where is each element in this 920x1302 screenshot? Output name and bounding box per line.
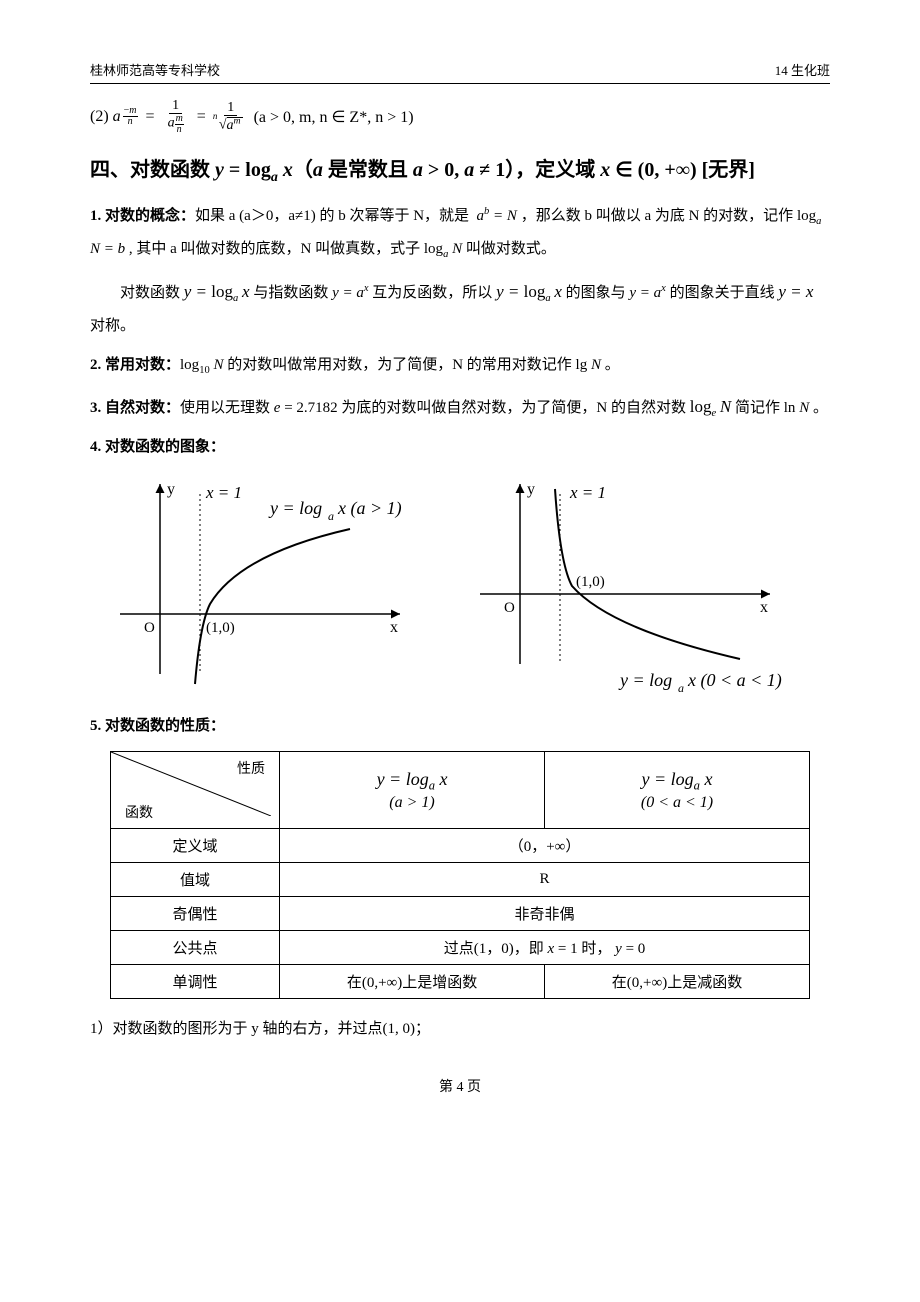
svg-text:x: x bbox=[390, 619, 398, 636]
eq2: = bbox=[197, 108, 206, 126]
svg-text:(1,0): (1,0) bbox=[576, 574, 605, 590]
row-mono-label: 单调性 bbox=[111, 965, 280, 999]
svg-text:x: x bbox=[760, 599, 768, 616]
header-right: 14 生化班 bbox=[775, 60, 830, 79]
p4-body: 使用以无理数 e = 2.7182 为底的对数叫做自然对数，为了简便，N 的自然… bbox=[180, 400, 828, 416]
frac1-den: amn bbox=[165, 114, 187, 135]
note-1: 1）对数函数的图形为于 y 轴的右方，并过点(1, 0)； bbox=[90, 1013, 830, 1046]
frac2-den: n √am bbox=[216, 116, 246, 133]
page-header: 桂林师范高等专科学校 14 生化班 bbox=[90, 60, 830, 84]
graphs-row: y x O (1,0) x = 1 y = log a x (a > 1) y … bbox=[90, 474, 830, 704]
svg-text:y = log: y = log bbox=[618, 670, 672, 690]
para-4: 3. 自然对数：使用以无理数 e = 2.7182 为底的对数叫做自然对数，为了… bbox=[90, 388, 830, 425]
svg-text:x (a > 1): x (a > 1) bbox=[337, 498, 402, 519]
p1-label: 1. 对数的概念： bbox=[90, 208, 195, 224]
log-graph-a-lt-1: y x O (1,0) x = 1 y = log a x (0 < a < 1… bbox=[460, 474, 820, 704]
p4-label: 3. 自然对数： bbox=[90, 400, 180, 416]
properties-table: 性质 函数 y = loga x (a > 1) y = loga x (0 <… bbox=[110, 751, 810, 999]
formula-neg-exp: −mn bbox=[123, 106, 138, 127]
row-parity-label: 奇偶性 bbox=[111, 897, 280, 931]
para-2: 对数函数 y = loga x 与指数函数 y = ax 互为反函数，所以 y … bbox=[90, 273, 830, 343]
row-mono-v2: 在(0,+∞)上是减函数 bbox=[545, 965, 810, 999]
row-domain-label: 定义域 bbox=[111, 829, 280, 863]
diag-bot: 函数 bbox=[125, 802, 153, 822]
svg-text:x = 1: x = 1 bbox=[205, 483, 242, 502]
frac1: 1 amn bbox=[165, 98, 187, 135]
para-1: 1. 对数的概念：如果 a (a＞0，a≠1) 的 b 次幂等于 N，就是 ab… bbox=[90, 200, 830, 266]
frac2-num: 1 bbox=[224, 100, 237, 116]
svg-text:O: O bbox=[144, 620, 155, 636]
row-common-value: 过点(1，0)，即 x = 1 时， y = 0 bbox=[280, 931, 810, 965]
section-4-title: 四、对数函数 y = loga x（a 是常数且 a > 0, a ≠ 1），定… bbox=[90, 153, 830, 186]
para-6: 5. 对数函数的性质： bbox=[90, 710, 830, 743]
svg-text:a: a bbox=[328, 509, 334, 523]
svg-text:a: a bbox=[678, 681, 684, 695]
svg-text:(1,0): (1,0) bbox=[206, 620, 235, 636]
formula-prefix: (2) bbox=[90, 108, 109, 126]
row-common-label: 公共点 bbox=[111, 931, 280, 965]
formula-a1: a bbox=[113, 108, 121, 126]
para-5: 4. 对数函数的图象： bbox=[90, 431, 830, 464]
svg-text:x (0 < a < 1): x (0 < a < 1) bbox=[687, 670, 782, 691]
svg-text:y: y bbox=[527, 481, 535, 498]
row-parity-value: 非奇非偶 bbox=[280, 897, 810, 931]
formula-2: (2) a −mn = 1 amn = 1 n √am (a > 0, m, n… bbox=[90, 98, 830, 135]
p3-label: 2. 常用对数： bbox=[90, 357, 180, 373]
log-graph-a-gt-1: y x O (1,0) x = 1 y = log a x (a > 1) bbox=[100, 474, 440, 694]
eq1: = bbox=[146, 108, 155, 126]
col2-header: y = loga x (0 < a < 1) bbox=[545, 752, 810, 829]
svg-text:y = log: y = log bbox=[268, 498, 322, 518]
svg-text:x = 1: x = 1 bbox=[569, 483, 606, 502]
frac2: 1 n √am bbox=[216, 100, 246, 133]
formula-cond: (a > 0, m, n ∈ Z*, n > 1) bbox=[254, 107, 414, 127]
header-left: 桂林师范高等专科学校 bbox=[90, 60, 220, 79]
page-footer: 第 4 页 bbox=[90, 1076, 830, 1096]
row-mono-v1: 在(0,+∞)上是增函数 bbox=[280, 965, 545, 999]
svg-text:O: O bbox=[504, 600, 515, 616]
row-range-label: 值域 bbox=[111, 863, 280, 897]
svg-text:y: y bbox=[167, 481, 175, 498]
p1-body: 如果 a (a＞0，a≠1) 的 b 次幂等于 N，就是 ab = N ，那么数… bbox=[90, 208, 821, 257]
frac1-num: 1 bbox=[169, 98, 182, 114]
row-range-value: R bbox=[280, 863, 810, 897]
diag-header-cell: 性质 函数 bbox=[111, 752, 280, 829]
row-domain-value: （0，+∞） bbox=[280, 829, 810, 863]
para-3: 2. 常用对数：log10 N 的对数叫做常用对数，为了简便，N 的常用对数记作… bbox=[90, 349, 830, 382]
diag-top: 性质 bbox=[237, 758, 265, 778]
p3-body: log10 N 的对数叫做常用对数，为了简便，N 的常用对数记作 lg N 。 bbox=[180, 357, 620, 373]
col1-header: y = loga x (a > 1) bbox=[280, 752, 545, 829]
